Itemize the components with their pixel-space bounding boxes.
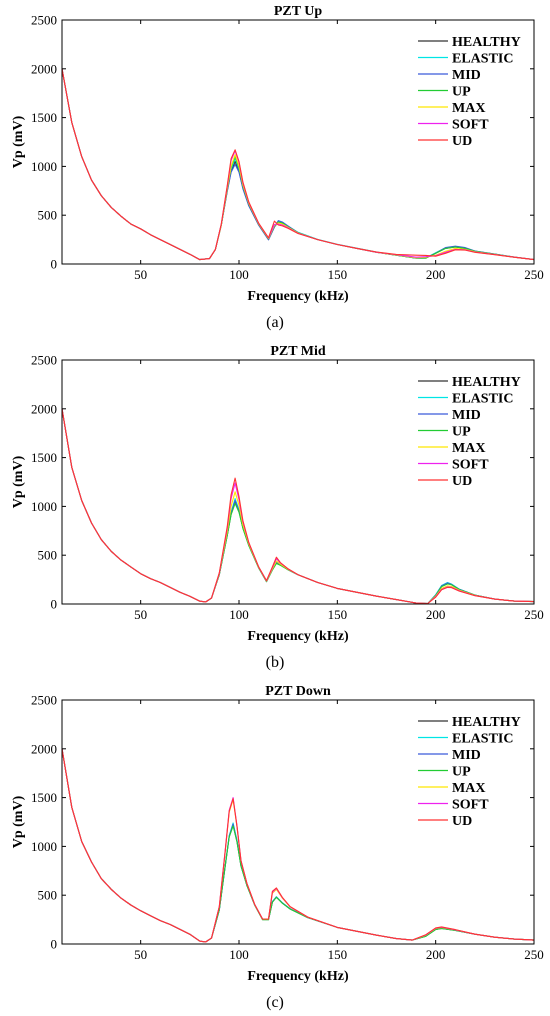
legend-label-elastic: ELASTIC (452, 732, 513, 747)
legend-label-up: UP (452, 425, 471, 440)
series-line-ud (61, 68, 535, 261)
caption-a: (a) (266, 314, 284, 331)
x-tick-label: 50 (134, 947, 147, 962)
x-tick-label: 150 (328, 947, 348, 962)
chart-c: PZT Down Frequency (kHz) Vp (mV) 50 100 15… (11, 684, 544, 984)
legend-label-mid: MID (452, 68, 481, 83)
chart-panel-a: PZT Up Frequency (kHz) Vp (mV) 50 100 150 2… (0, 0, 550, 310)
y-tick-label: 2000 (31, 741, 57, 756)
legend-label-soft: SOFT (452, 118, 489, 133)
y-tick-label: 1500 (31, 110, 57, 125)
legend-label-elastic: ELASTIC (452, 52, 513, 67)
y-tick-label: 1000 (31, 159, 57, 174)
x-tick-label: 150 (328, 267, 348, 282)
legend-label-up: UP (452, 765, 471, 780)
y-axis-label: Vp (mV) (11, 455, 26, 508)
axes-box (61, 699, 535, 945)
axes-box (61, 19, 535, 265)
caption-b: (b) (265, 654, 285, 671)
y-tick-label: 1000 (31, 839, 57, 854)
legend-label-elastic: ELASTIC (452, 392, 513, 407)
x-tick-label: 50 (134, 607, 147, 622)
x-axis-label: Frequency (kHz) (247, 289, 349, 304)
x-tick-label: 100 (229, 267, 249, 282)
y-tick-label: 2500 (31, 353, 57, 368)
legend-label-up: UP (452, 85, 471, 100)
x-tick-label: 200 (426, 947, 446, 962)
chart-panel-b: PZT Mid Frequency (kHz) Vp (mV) 50 100 150… (0, 340, 550, 650)
plot-area (62, 20, 534, 264)
legend-label-ud: UD (452, 814, 472, 829)
caption-c: (c) (266, 994, 284, 1011)
x-tick-label: 50 (134, 267, 147, 282)
plot-area (62, 360, 534, 604)
legend-label-max: MAX (452, 781, 485, 796)
y-tick-label: 500 (38, 888, 58, 903)
legend-label-max: MAX (452, 101, 485, 116)
legend-label-max: MAX (452, 441, 485, 456)
y-tick-label: 2500 (31, 693, 57, 708)
x-tick-label: 200 (426, 607, 446, 622)
legend-label-healthy: HEALTHY (452, 375, 521, 390)
y-tick-label: 0 (51, 257, 58, 272)
series-line-ud (61, 408, 535, 605)
y-tick-label: 1500 (31, 790, 57, 805)
y-tick-label: 1000 (31, 499, 57, 514)
x-tick-label: 250 (524, 947, 544, 962)
legend-label-soft: SOFT (452, 458, 489, 473)
x-tick-label: 150 (328, 607, 348, 622)
legend-label-healthy: HEALTHY (452, 35, 521, 50)
legend-label-mid: MID (452, 748, 481, 763)
chart-a: PZT Up Frequency (kHz) Vp (mV) 50 100 150 2… (11, 4, 544, 304)
legend-label-ud: UD (452, 474, 472, 489)
x-tick-label: 250 (524, 607, 544, 622)
y-tick-label: 500 (38, 548, 58, 563)
legend-label-soft: SOFT (452, 798, 489, 813)
y-tick-label: 2000 (31, 401, 57, 416)
chart-b: PZT Mid Frequency (kHz) Vp (mV) 50 100 150… (11, 344, 544, 644)
series-line-ud (61, 748, 535, 943)
x-tick-label: 100 (229, 607, 249, 622)
chart-title: PZT Down (265, 684, 331, 699)
y-tick-label: 2500 (31, 13, 57, 28)
chart-panel-c: PZT Down Frequency (kHz) Vp (mV) 50 100 15… (0, 680, 550, 990)
x-axis-label: Frequency (kHz) (247, 969, 349, 984)
x-tick-label: 200 (426, 267, 446, 282)
legend-label-mid: MID (452, 408, 481, 423)
y-tick-label: 2000 (31, 61, 57, 76)
y-tick-label: 500 (38, 208, 58, 223)
legend-label-healthy: HEALTHY (452, 715, 521, 730)
chart-title: PZT Up (274, 4, 323, 19)
x-tick-label: 250 (524, 267, 544, 282)
legend-label-ud: UD (452, 134, 472, 149)
axes-box (61, 359, 535, 605)
plot-area (62, 700, 534, 944)
chart-title: PZT Mid (270, 344, 326, 359)
y-tick-label: 0 (51, 597, 58, 612)
y-tick-label: 1500 (31, 450, 57, 465)
y-axis-label: Vp (mV) (11, 115, 26, 168)
x-axis-label: Frequency (kHz) (247, 629, 349, 644)
y-tick-label: 0 (51, 937, 58, 952)
x-tick-label: 100 (229, 947, 249, 962)
y-axis-label: Vp (mV) (11, 795, 26, 848)
